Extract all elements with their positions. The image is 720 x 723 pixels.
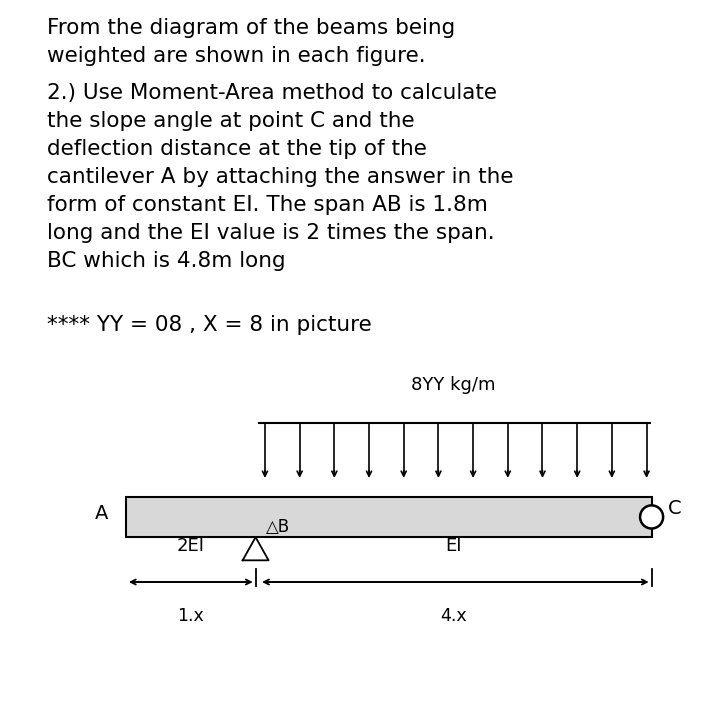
Text: △B: △B	[266, 518, 291, 536]
Text: 1.x: 1.x	[177, 607, 204, 625]
Text: 2.) Use Moment-Area method to calculate
the slope angle at point C and the
defle: 2.) Use Moment-Area method to calculate …	[47, 83, 513, 271]
Text: 8YY kg/m: 8YY kg/m	[411, 376, 496, 394]
Text: **** YY = 08 , X = 8 in picture: **** YY = 08 , X = 8 in picture	[47, 315, 372, 335]
Text: 2EI: 2EI	[177, 537, 204, 555]
Text: 4.x: 4.x	[441, 607, 467, 625]
Text: From the diagram of the beams being
weighted are shown in each figure.: From the diagram of the beams being weig…	[47, 18, 455, 66]
Bar	[126, 497, 652, 537]
Text: EI: EI	[446, 537, 462, 555]
Text: C: C	[667, 499, 681, 518]
Circle shape	[640, 505, 663, 529]
Text: A: A	[94, 504, 108, 523]
